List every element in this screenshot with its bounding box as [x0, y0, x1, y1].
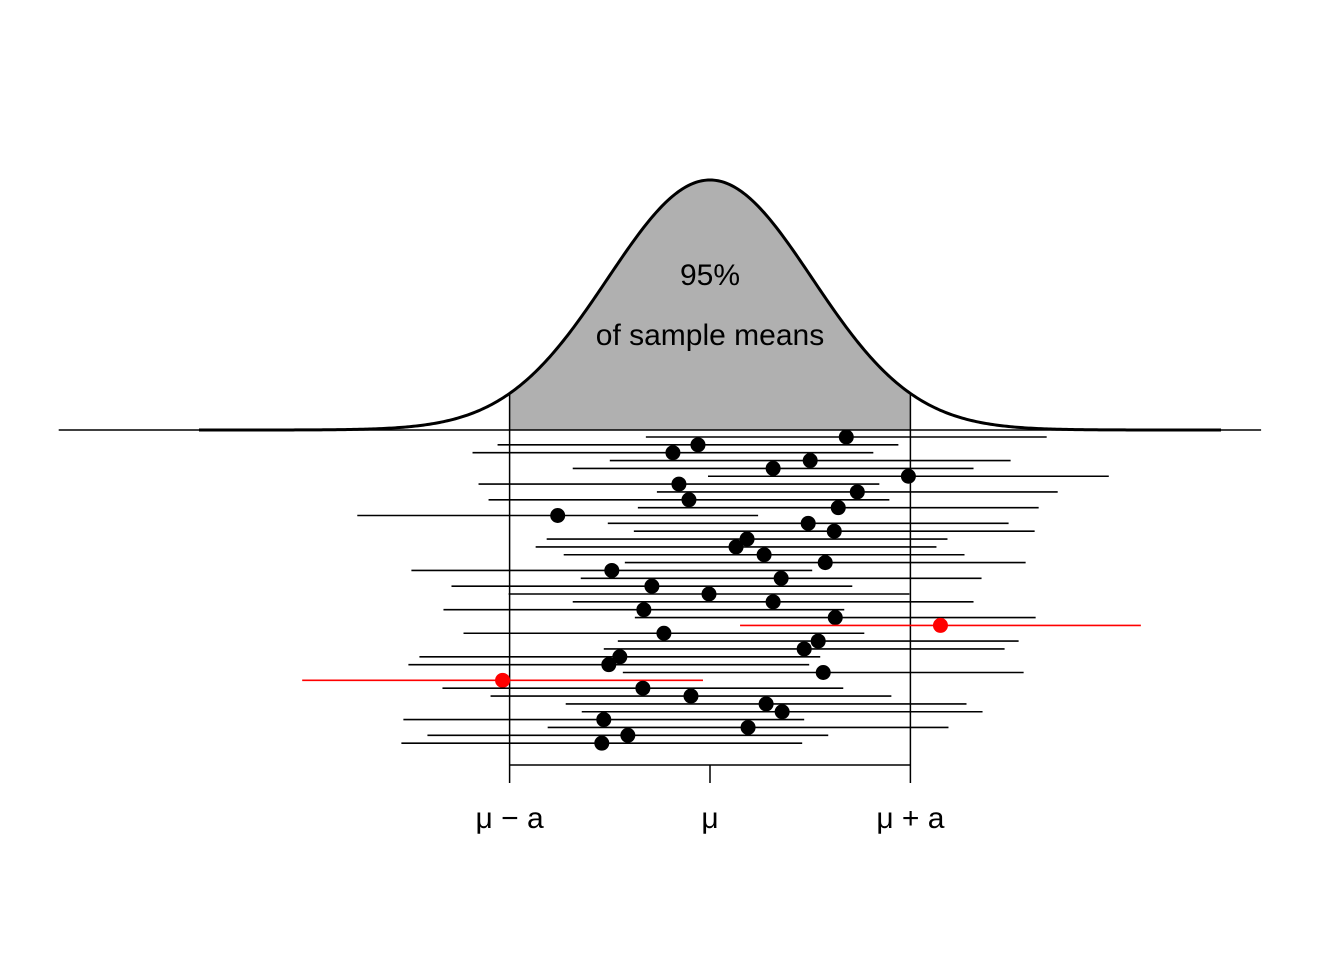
sample-mean-point	[802, 453, 818, 469]
sample-mean-point	[604, 562, 620, 578]
sample-mean-point	[810, 633, 826, 649]
sample-mean-point	[765, 594, 781, 610]
sample-mean-point	[826, 523, 842, 539]
sample-mean-point	[636, 602, 652, 618]
sample-mean-point	[838, 429, 854, 445]
sample-mean-point	[690, 437, 706, 453]
sample-mean-point	[740, 719, 756, 735]
sample-mean-point	[620, 727, 636, 743]
density-curve	[198, 178, 1222, 432]
shaded-central-area	[509, 180, 911, 430]
sample-mean-point	[756, 547, 772, 563]
sample-mean-point	[701, 586, 717, 602]
sample-mean-point	[681, 492, 697, 508]
sample-mean-point	[773, 570, 789, 586]
sample-mean-point	[932, 617, 948, 633]
sample-mean-point	[800, 515, 816, 531]
sample-mean-point	[815, 665, 831, 680]
x-tick-label-upper: μ + a	[876, 802, 944, 835]
sample-mean-point	[644, 578, 660, 594]
sample-mean-point	[728, 539, 744, 555]
sample-mean-point	[827, 610, 843, 626]
sample-intervals	[302, 429, 1141, 751]
sample-mean-point	[550, 508, 566, 523]
sample-mean-point	[601, 657, 617, 673]
sample-mean-point	[739, 531, 755, 547]
x-tick-label-mu: μ	[701, 802, 718, 835]
sample-mean-point	[900, 468, 916, 484]
sample-mean-point	[656, 625, 672, 641]
sample-mean-point	[495, 672, 511, 688]
sample-mean-point	[765, 460, 781, 476]
sample-mean-point	[665, 445, 681, 461]
annotation-percent: 95%	[680, 259, 740, 292]
x-tick-label-lower: μ − a	[476, 802, 544, 835]
sample-mean-point	[596, 712, 612, 728]
sample-mean-point	[683, 688, 699, 704]
sample-mean-point	[594, 735, 610, 751]
sample-mean-point	[758, 696, 774, 712]
interval-bound-guides	[508, 430, 912, 765]
sample-mean-point	[635, 680, 651, 696]
sample-mean-point	[830, 500, 846, 516]
sample-mean-point	[849, 484, 865, 500]
sample-mean-point	[671, 476, 687, 492]
x-axis: μ − a μ μ + a	[476, 764, 945, 835]
sample-mean-point	[774, 704, 790, 720]
annotation-caption: of sample means	[596, 319, 824, 352]
sampling-distribution	[58, 178, 1262, 432]
sample-mean-point	[612, 649, 628, 665]
sample-mean-point	[817, 555, 833, 571]
sample-mean-point	[796, 641, 812, 657]
